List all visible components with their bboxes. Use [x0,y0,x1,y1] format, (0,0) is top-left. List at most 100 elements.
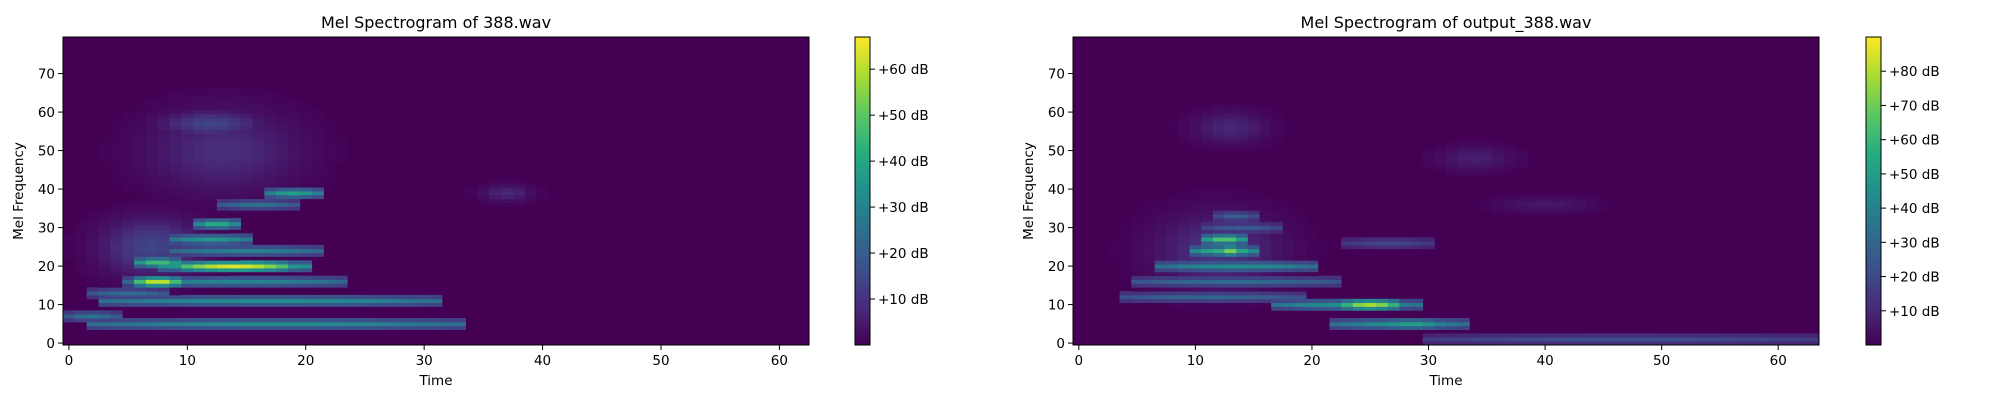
heatmap-cell [264,279,277,284]
heatmap-cell [181,233,194,238]
heatmap-cell [205,179,218,184]
heatmap-cell [240,298,253,304]
heatmap-cell [122,260,135,265]
heatmap-cell [1690,333,1703,338]
heatmap-cell [110,310,123,315]
heatmap-cell [110,237,123,242]
heatmap-cell [193,121,206,126]
heatmap-cell [1446,152,1459,157]
heatmap-cell [1387,325,1400,330]
heatmap-cell [145,291,159,296]
heatmap-cell [299,140,313,146]
heatmap-cell [228,260,242,265]
heatmap-cell [359,298,372,304]
heatmap-cell [1201,302,1214,307]
heatmap-cell [1434,156,1447,161]
heatmap-cell [193,214,206,219]
heatmap-cell [145,206,159,211]
heatmap-cell [1271,221,1284,227]
heatmap-cell [1201,306,1214,311]
heatmap-cell [122,183,135,188]
heatmap-cell [205,117,218,123]
heatmap-cell [1236,117,1249,123]
heatmap-cell [1469,140,1482,146]
heatmap-cell [110,271,123,277]
heatmap-cell [122,202,135,207]
heatmap-cell [536,191,549,196]
heatmap-cell [1492,156,1505,161]
heatmap-cell [1259,221,1272,227]
heatmap-cell [1154,244,1167,250]
heatmap-cell [1166,256,1179,261]
heatmap-cell [74,233,88,238]
heatmap-cell [1504,160,1517,165]
heatmap-cell [1166,237,1179,242]
heatmap-cell [122,268,135,273]
heatmap-cell [323,160,336,165]
heatmap-cell [1201,256,1214,261]
heatmap-cell [157,217,170,223]
heatmap-cell [1131,271,1144,277]
heatmap-cell [299,268,313,273]
heatmap-cell [1119,233,1132,238]
heatmap-cell [1201,187,1214,192]
heatmap-cell [1539,194,1552,200]
heatmap-cell [1166,121,1179,126]
heatmap-cell [74,318,88,323]
heatmap-cell [276,198,289,203]
heatmap-cell [240,156,253,161]
heatmap-cell [430,321,443,327]
heatmap-cell [205,325,218,330]
heatmap-cell [489,179,502,184]
heatmap-cell [287,244,301,250]
heatmap-cell [1166,129,1179,134]
heatmap-cell [287,202,301,207]
heatmap-cell [157,140,170,146]
heatmap-cell [1341,318,1354,323]
heatmap-cell [157,183,170,188]
heatmap-cell [1224,198,1237,203]
heatmap-cell [287,114,301,119]
heatmap-cell [1737,333,1750,338]
heatmap-cell [1411,306,1424,311]
heatmap-cell [157,164,170,169]
heatmap-cell [1154,210,1167,215]
heatmap-cell [264,140,277,146]
heatmap-cell [1224,206,1237,211]
heatmap-cell [169,275,182,280]
heatmap-cell [1597,337,1610,342]
heatmap-cell [1177,306,1190,311]
heatmap-cell [1247,137,1260,142]
heatmap-cell [1259,264,1272,269]
heatmap-cell [1259,121,1272,126]
heatmap-cell [394,321,407,327]
heatmap-cell [228,202,242,207]
heatmap-cell [134,117,147,123]
heatmap-cell [169,206,182,211]
heatmap-cell [63,314,76,319]
heatmap-cell [169,268,182,273]
heatmap-cell [524,187,538,192]
heatmap-cell [430,325,443,330]
heatmap-cell [134,114,147,119]
heatmap-cell [1749,333,1762,338]
heatmap-cell [1189,283,1202,288]
heatmap-cell [1282,271,1295,277]
heatmap-cell [1166,279,1179,284]
heatmap-cell [228,248,242,253]
heatmap-cell [240,237,253,242]
heatmap-cell [1784,341,1797,346]
heatmap-cell [228,167,242,173]
heatmap-cell [110,283,123,288]
heatmap-cell [205,187,218,192]
colorbar-tick-label: +10 dB [1889,304,1940,320]
heatmap-cell [418,294,431,300]
heatmap-cell [1527,341,1540,346]
heatmap-cell [465,187,478,192]
heatmap-cell [228,137,242,142]
heatmap-cell [157,294,170,300]
heatmap-cell [299,294,313,300]
heatmap-cell [228,283,242,288]
heatmap-cell [1224,237,1237,242]
heatmap-cell [110,202,123,207]
